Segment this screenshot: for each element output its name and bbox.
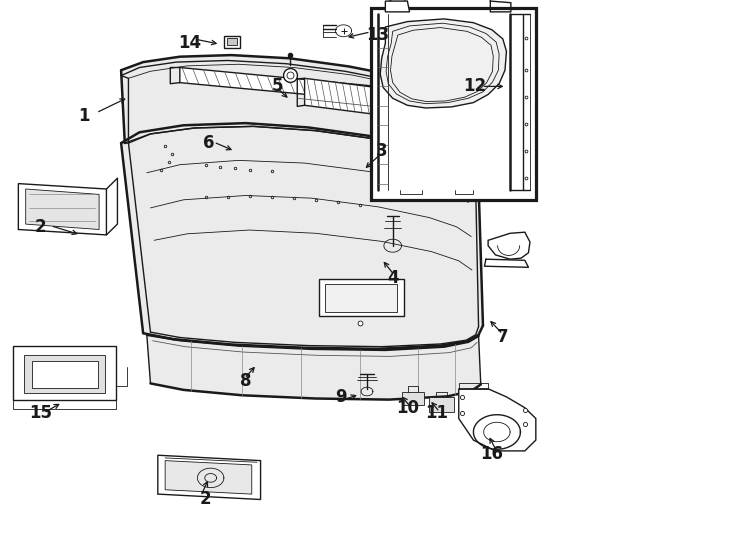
- Text: 14: 14: [178, 34, 201, 52]
- FancyBboxPatch shape: [13, 346, 116, 400]
- Text: 1: 1: [79, 107, 90, 125]
- Text: 8: 8: [240, 372, 252, 390]
- Polygon shape: [26, 189, 99, 230]
- FancyBboxPatch shape: [227, 38, 237, 45]
- FancyBboxPatch shape: [24, 355, 105, 393]
- Text: 6: 6: [203, 134, 215, 152]
- Polygon shape: [459, 389, 536, 451]
- Polygon shape: [180, 68, 411, 104]
- FancyBboxPatch shape: [319, 279, 404, 316]
- Text: 15: 15: [29, 404, 52, 422]
- FancyBboxPatch shape: [402, 392, 424, 405]
- Polygon shape: [158, 455, 261, 500]
- Polygon shape: [385, 1, 410, 12]
- Polygon shape: [165, 461, 252, 494]
- Polygon shape: [18, 184, 106, 235]
- Polygon shape: [380, 19, 506, 108]
- Text: 3: 3: [376, 142, 388, 160]
- Polygon shape: [305, 78, 418, 120]
- Text: 13: 13: [366, 26, 390, 44]
- Polygon shape: [121, 123, 483, 349]
- Text: 10: 10: [396, 399, 419, 417]
- Polygon shape: [488, 232, 530, 259]
- Text: 16: 16: [480, 444, 504, 463]
- Text: 4: 4: [387, 269, 399, 287]
- FancyBboxPatch shape: [325, 284, 397, 312]
- Text: 11: 11: [425, 404, 448, 422]
- Text: 5: 5: [272, 77, 283, 96]
- FancyBboxPatch shape: [32, 361, 98, 388]
- Polygon shape: [121, 55, 484, 185]
- Text: 2: 2: [34, 218, 46, 236]
- Text: 9: 9: [335, 388, 347, 406]
- FancyBboxPatch shape: [224, 36, 240, 48]
- Text: 7: 7: [497, 328, 509, 347]
- Text: 2: 2: [200, 490, 211, 509]
- FancyBboxPatch shape: [429, 397, 454, 412]
- FancyBboxPatch shape: [371, 8, 536, 200]
- Polygon shape: [147, 335, 481, 400]
- Text: 12: 12: [463, 77, 487, 96]
